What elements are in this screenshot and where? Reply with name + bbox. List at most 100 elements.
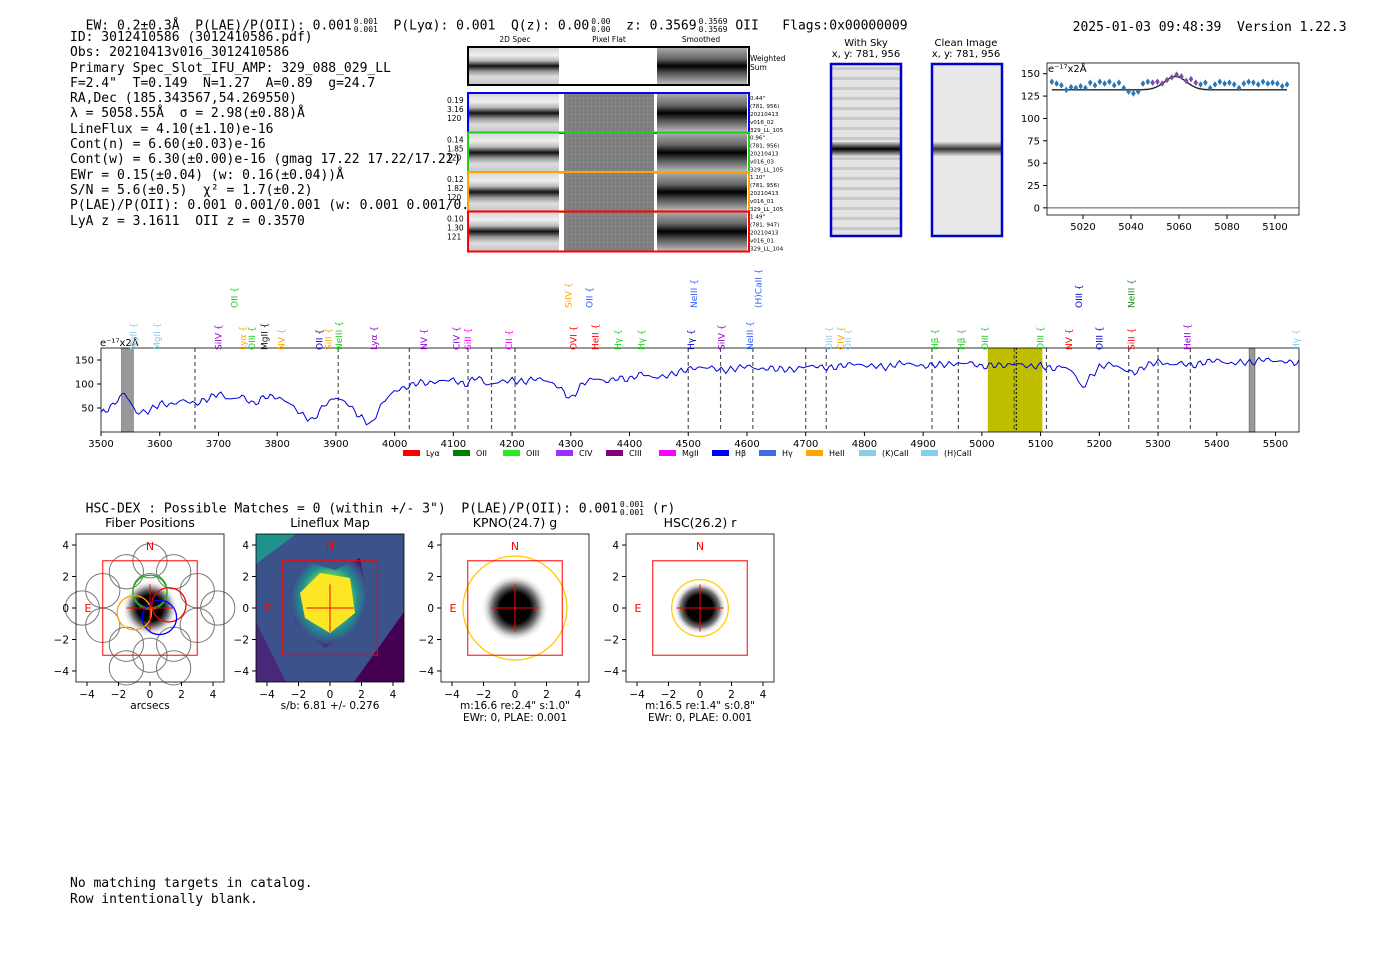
image-xtick-label: 2 — [178, 689, 185, 701]
zoom-data-point — [1102, 80, 1107, 87]
zoom-data-point — [1203, 79, 1208, 86]
zoom-frame — [1046, 62, 1300, 216]
image-xtick-label: 2 — [543, 689, 550, 701]
zoom-data-point — [1097, 78, 1103, 86]
info-line: F=2.4" T=0.149 N=1.27 A=0.89 g=24.7 — [70, 75, 376, 91]
image-ytick-label: −2 — [604, 634, 619, 646]
clean-image-frame — [930, 62, 1004, 238]
cutout-right-label: 0.44" — [750, 96, 765, 102]
spectrum-line-label: NV { — [1065, 329, 1075, 350]
spectrum-line-label: SiII { — [464, 328, 474, 350]
zoom-data-point — [1092, 82, 1098, 89]
image-ytick-label: 0 — [612, 603, 619, 615]
image-xtick-label: 4 — [760, 689, 767, 701]
spectrum-line-label: MgII { — [129, 323, 139, 350]
zoom-data-point — [1279, 82, 1285, 90]
fiber-highlight-circle — [151, 587, 187, 623]
legend-swatch — [712, 450, 729, 456]
spectrum-line-label: CIV { — [452, 326, 462, 350]
compass-north: N — [511, 540, 519, 553]
image-ytick-label: −4 — [54, 666, 70, 678]
zoom-ytick-label: 25 — [1027, 181, 1040, 192]
spectrum-xtick-label: 3800 — [264, 439, 289, 450]
image-ytick-label: 0 — [62, 603, 69, 615]
spectrum-xtick-label: 4900 — [910, 439, 935, 450]
info-line: Obs: 20210413v016_3012410586 — [70, 45, 290, 61]
spectrum-xtick-label: 5500 — [1263, 439, 1288, 450]
lineflux-patch — [256, 534, 296, 564]
with-sky-label: With Sky — [844, 38, 888, 49]
zoom-data-point — [1150, 79, 1155, 86]
zoom-data-point — [1227, 79, 1232, 86]
spectrum-line-label: SiII { — [324, 328, 334, 350]
zoom-data-point — [1275, 80, 1280, 87]
zoom-xtick-label: 5060 — [1166, 222, 1191, 233]
legend-label: HeII — [829, 449, 845, 458]
hsc-dex-sub: 0.001 — [619, 508, 644, 517]
cutout-right-label: 1.10" — [750, 175, 765, 181]
legend-swatch — [556, 450, 573, 456]
info-line: P(LAE)/P(OII): 0.001 0.001/0.001 (w: 0.0… — [70, 198, 501, 214]
compass-east: E — [265, 602, 272, 615]
image-caption: EWr: 0, PLAE: 0.001 — [463, 712, 567, 724]
image-ytick-label: −2 — [54, 634, 69, 646]
zoom-ytick-label: 150 — [1021, 69, 1040, 80]
hsc-dex-band: (r) — [651, 501, 676, 517]
legend-swatch — [403, 450, 420, 456]
spectrum-line-label: Hγ { — [1292, 329, 1302, 350]
spectrum-masked-region — [121, 347, 134, 433]
with-sky-title: With Sky x, y: 781, 956 — [831, 38, 901, 60]
spectrum-chart: e⁻¹⁷x2Å 50 100 150 3500 3600 3700 3800 3900 4000… — [75, 270, 1302, 458]
cutout-left-label: 0.14 — [447, 136, 464, 145]
header-plae: P(LAE)/P(OII): 0.001 — [195, 18, 352, 34]
clean-image-coords: x, y: 781, 956 — [931, 49, 1001, 60]
zoom-data-point — [1183, 77, 1189, 85]
header-timestamp: 2025-01-03 09:48:39 — [1072, 20, 1222, 35]
lineflux-core — [300, 573, 355, 633]
zoom-yunit: e⁻¹⁷x2Å — [1048, 62, 1087, 75]
zoom-xtick-label: 5020 — [1070, 222, 1095, 233]
legend-swatch — [659, 450, 676, 456]
header-flags: Flags:0x00000009 — [782, 18, 908, 34]
compass-east: E — [450, 602, 457, 615]
zoom-data-point — [1116, 79, 1122, 86]
cutout-2dspec — [469, 94, 559, 132]
col-header-pixelflat: Pixel Flat — [592, 35, 626, 44]
image-caption: EWr: 0, PLAE: 0.001 — [648, 712, 752, 724]
col-header-smoothed: Smoothed — [682, 35, 721, 44]
zoom-data-point — [1155, 78, 1160, 86]
header-qz-sup: 0.00 — [591, 17, 611, 26]
spectrum-line-label: HeII { — [1183, 324, 1193, 350]
zoom-data-point — [1217, 78, 1223, 86]
weighted-sum-smoothed — [657, 48, 747, 84]
image-xtick-label: 0 — [327, 689, 334, 701]
zoom-data-point — [1078, 82, 1083, 90]
legend-label: CIV — [579, 449, 593, 458]
spectrum-top-line-label: OII { — [586, 287, 596, 308]
compass-north: N — [696, 540, 704, 553]
cutout-frame — [467, 210, 750, 253]
zoom-xtick-label: 5040 — [1118, 222, 1143, 233]
cutout-2dspec — [469, 173, 559, 211]
cutout-left-label: 121 — [447, 233, 462, 242]
spectrum-top-line-label: OII { — [230, 287, 240, 308]
info-line: LyA z = 3.1611 OII z = 0.3570 — [70, 213, 305, 229]
image-xtick-label: −2 — [476, 689, 491, 701]
zoom-data-point — [1135, 88, 1141, 95]
zoom-ytick-label: 125 — [1021, 92, 1040, 103]
spectrum-line-label: Hγ { — [637, 329, 647, 350]
spectrum-xtick-label: 5300 — [1145, 439, 1170, 450]
zoom-data-point — [1126, 88, 1131, 95]
zoom-data-point — [1083, 84, 1088, 92]
header-bar: EW: 0.2±0.3Å P(LAE)/P(OII): 0.001 0.001 0.… — [70, 3, 908, 34]
cutout-pixelflat — [564, 94, 654, 132]
spectrum-line-label: OIII { — [981, 326, 991, 350]
fiber-highlight-circle — [141, 599, 178, 636]
image-xtick-label: −2 — [291, 689, 306, 701]
zoom-data-point — [1212, 81, 1218, 88]
weighted-sum-frame — [467, 46, 750, 86]
zoom-data-point — [1236, 84, 1242, 92]
zoom-data-point — [1251, 79, 1256, 86]
info-line: EWr = 0.15(±0.04) (w: 0.16(±0.04))Å — [70, 167, 344, 183]
header-qz-sub: 0.00 — [591, 25, 611, 34]
